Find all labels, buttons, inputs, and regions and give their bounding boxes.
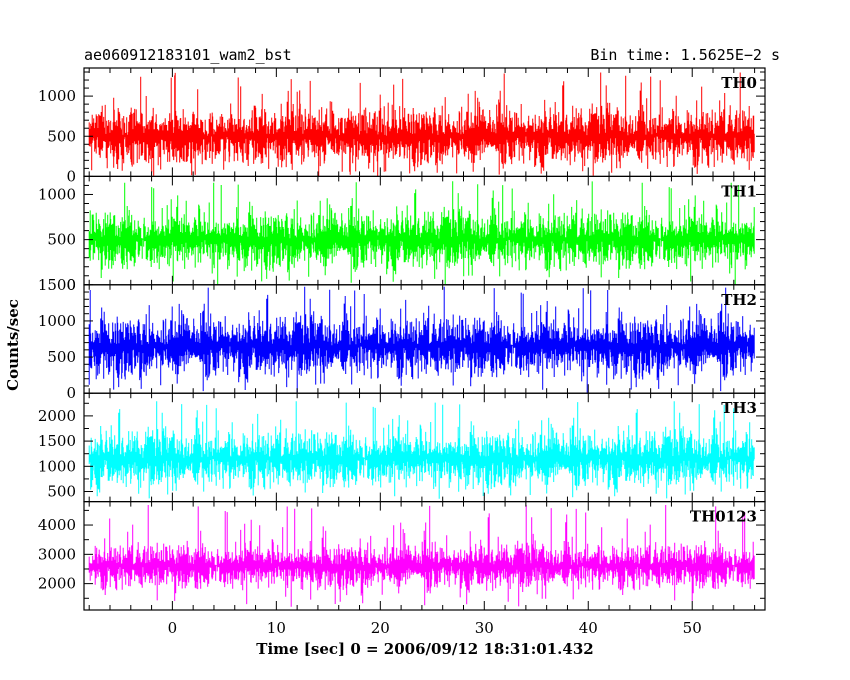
series-th0123: [88, 505, 755, 607]
series-th2: [88, 286, 755, 393]
y-tick-label: 1000: [38, 312, 76, 330]
panel-label: TH0: [721, 74, 757, 92]
panel-th0123: 2000 3000 4000 TH0123: [38, 501, 766, 611]
y-tick-label: 500: [47, 231, 76, 249]
y-tick-label: 500: [47, 127, 76, 145]
y-tick-label: 0: [66, 276, 76, 294]
y-tick-label: 500: [47, 483, 76, 501]
panel-th1: 0 500 1000 TH1: [38, 175, 766, 294]
series-th0: [88, 72, 755, 177]
y-tick-label: 0: [66, 384, 76, 402]
series-th1: [88, 181, 755, 285]
panel-th3: 500 1000 1500 2000 TH3: [38, 392, 766, 503]
x-tick-label: 20: [371, 619, 390, 637]
x-tick-label: 50: [683, 619, 702, 637]
panel-label: TH0123: [690, 508, 757, 526]
y-tick-label: 1000: [38, 457, 76, 475]
y-tick-label: 1500: [38, 276, 76, 294]
panel-th0: 0 500 1000 TH0: [38, 67, 766, 185]
y-tick-label: 0: [66, 167, 76, 185]
x-tick-label: 30: [475, 619, 494, 637]
y-tick-label: 1500: [38, 432, 76, 450]
chart-title-left: ae060912183101_wam2_bst: [84, 46, 292, 64]
panel-label: TH3: [721, 399, 757, 417]
x-axis: 0 10 20 30 40 50: [168, 619, 702, 637]
x-axis-label: Time [sec] 0 = 2006/09/12 18:31:01.432: [256, 640, 593, 658]
panels-group: 0 500 1000 TH0 0 500 1000 TH1 0 500 1000 1500 TH2 500…: [38, 67, 766, 611]
panel-th2: 0 500 1000 1500 TH2: [38, 276, 766, 402]
y-tick-label: 1000: [38, 87, 76, 105]
y-tick-label: 2000: [38, 575, 76, 593]
panel-frame: [83, 501, 766, 611]
y-axis-label: Counts/sec: [4, 299, 22, 391]
y-tick-label: 2000: [38, 407, 76, 425]
y-tick-label: 4000: [38, 516, 76, 534]
y-tick-label: 3000: [38, 545, 76, 563]
panel-label: TH1: [721, 182, 757, 200]
chart-title-right: Bin time: 1.5625E−2 s: [590, 46, 780, 64]
x-tick-label: 0: [168, 619, 178, 637]
x-tick-label: 10: [267, 619, 286, 637]
y-tick-label: 500: [47, 348, 76, 366]
series-th3: [88, 401, 755, 499]
x-tick-label: 40: [579, 619, 598, 637]
panel-label: TH2: [721, 291, 757, 309]
y-tick-label: 1000: [38, 185, 76, 203]
